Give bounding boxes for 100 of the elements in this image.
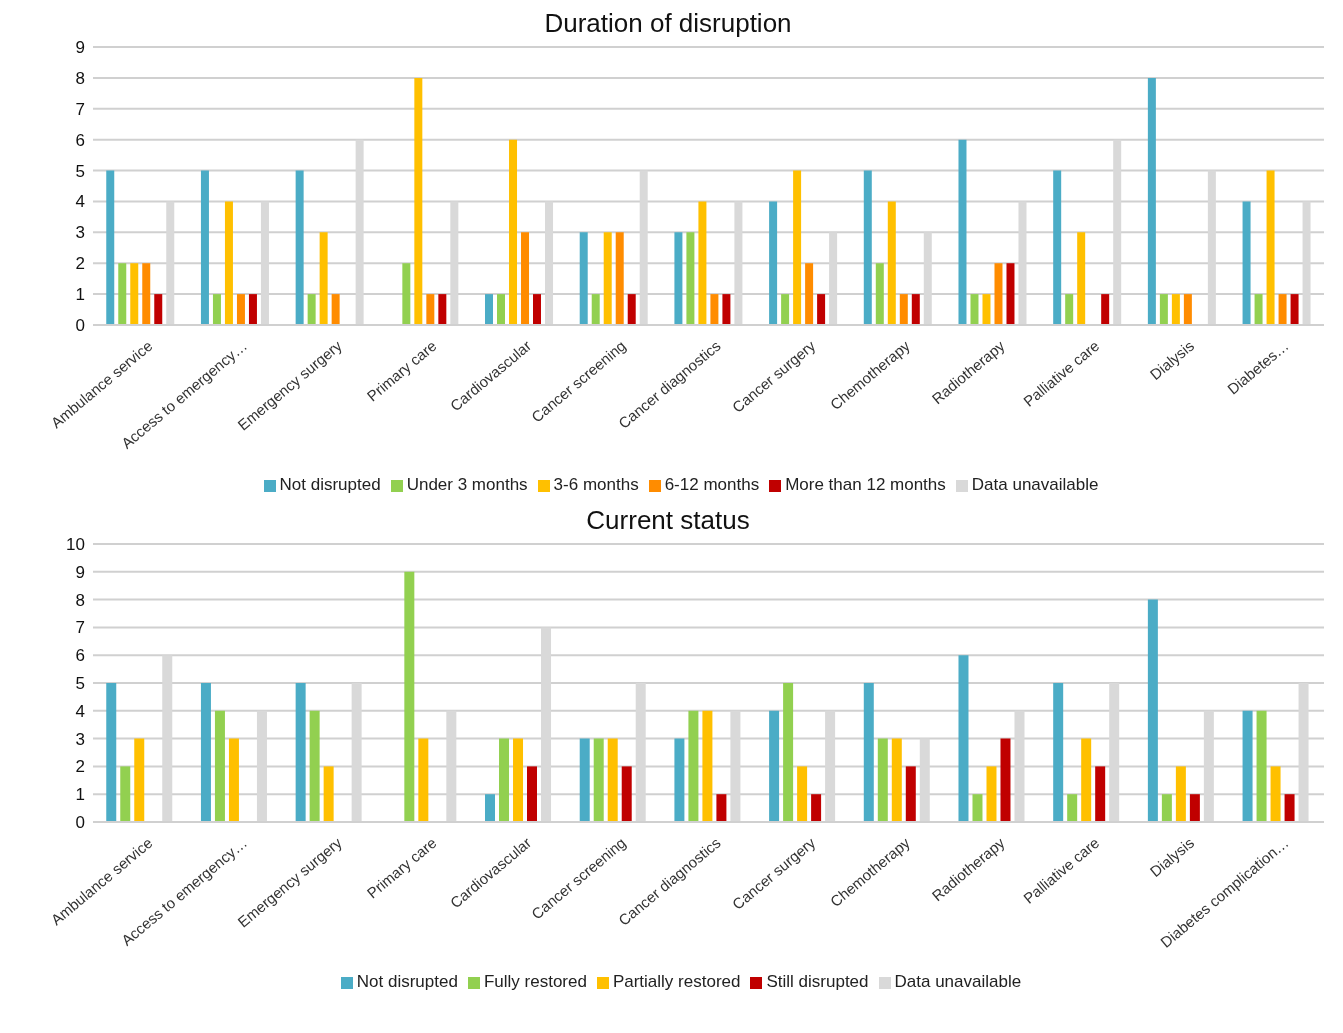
bar — [972, 794, 983, 822]
bar — [877, 738, 888, 822]
bar — [1254, 294, 1263, 325]
y-tick-label: 8 — [75, 68, 85, 88]
bar — [579, 738, 590, 822]
bar — [1077, 232, 1086, 325]
bar — [1006, 263, 1015, 325]
y-tick-label: 5 — [75, 674, 85, 694]
bar — [698, 201, 707, 325]
legend-label: Partially restored — [612, 972, 741, 991]
bar — [621, 766, 632, 822]
y-tick-label: 4 — [75, 701, 85, 721]
bar — [1053, 683, 1064, 822]
y-tick-label: 4 — [75, 192, 85, 212]
chart-title: Duration of disruption — [543, 8, 793, 39]
bar — [319, 232, 328, 325]
bar — [607, 738, 618, 822]
y-tick-label: 9 — [75, 38, 85, 58]
bar — [688, 710, 699, 822]
bar — [891, 738, 902, 822]
bar — [805, 263, 814, 325]
y-tick-label: 0 — [75, 316, 85, 336]
bar — [224, 201, 233, 325]
bar — [769, 201, 778, 325]
bar — [875, 263, 884, 325]
bar — [1242, 201, 1251, 325]
bar — [533, 294, 542, 325]
y-tick-label: 7 — [75, 99, 85, 119]
bar — [1067, 794, 1078, 822]
bar — [295, 683, 306, 822]
bar — [497, 294, 506, 325]
bar — [485, 294, 494, 325]
y-tick-label: 2 — [75, 757, 85, 777]
bar — [200, 683, 211, 822]
bar — [781, 294, 790, 325]
bar — [911, 294, 920, 325]
bar — [106, 683, 117, 822]
bar — [212, 294, 221, 325]
bar — [674, 738, 685, 822]
y-tick-label: 1 — [75, 785, 85, 805]
bar — [200, 170, 209, 325]
bar — [817, 294, 826, 325]
bar — [887, 201, 896, 325]
bar — [994, 263, 1003, 325]
bar — [521, 232, 530, 325]
bar — [134, 738, 145, 822]
bar — [426, 294, 435, 325]
bar — [579, 232, 588, 325]
bar — [603, 232, 612, 325]
bar — [716, 794, 727, 822]
bar — [1266, 170, 1275, 325]
bar — [1147, 77, 1156, 325]
legend-label: Data unavailable — [894, 972, 1022, 991]
bar — [1175, 766, 1186, 822]
y-tick-label: 10 — [66, 535, 85, 555]
bar — [797, 766, 808, 822]
bar — [527, 766, 538, 822]
y-tick-label: 2 — [75, 254, 85, 274]
bar — [1095, 766, 1106, 822]
bar — [1053, 170, 1062, 325]
legend-label: Not disrupted — [356, 972, 458, 991]
bar — [1101, 294, 1110, 325]
y-tick-label: 3 — [75, 223, 85, 243]
bar — [1065, 294, 1074, 325]
bar — [142, 263, 151, 325]
bar — [509, 139, 518, 325]
legend-label: Fully restored — [483, 972, 587, 991]
bar — [404, 571, 415, 822]
bar — [982, 294, 991, 325]
bar — [863, 683, 874, 822]
bar — [811, 794, 822, 822]
legend-label: More than 12 months — [785, 475, 946, 494]
bar — [1171, 294, 1180, 325]
bar — [1290, 294, 1299, 325]
bar — [248, 294, 257, 325]
y-tick-label: 8 — [75, 590, 85, 610]
legend-label: Not disrupted — [279, 475, 381, 494]
legend-label: 6-12 months — [664, 475, 760, 494]
bar — [402, 263, 411, 325]
y-tick-label: 7 — [75, 618, 85, 638]
bar — [307, 294, 316, 325]
bar — [899, 294, 908, 325]
legend-label: Data unavailable — [971, 475, 1099, 494]
bar — [513, 738, 524, 822]
legend-label: Under 3 months — [406, 475, 528, 494]
bar — [986, 766, 997, 822]
bar — [627, 294, 636, 325]
bar — [1183, 294, 1192, 325]
bar — [615, 232, 624, 325]
bar — [970, 294, 979, 325]
bar — [228, 738, 239, 822]
y-tick-label: 5 — [75, 161, 85, 181]
bar — [1159, 294, 1168, 325]
chart-title: Current status — [585, 505, 751, 536]
bar — [154, 294, 163, 325]
bar — [769, 710, 780, 822]
y-tick-label: 1 — [75, 285, 85, 305]
y-tick-label: 6 — [75, 646, 85, 666]
bar — [438, 294, 447, 325]
bar — [1189, 794, 1200, 822]
